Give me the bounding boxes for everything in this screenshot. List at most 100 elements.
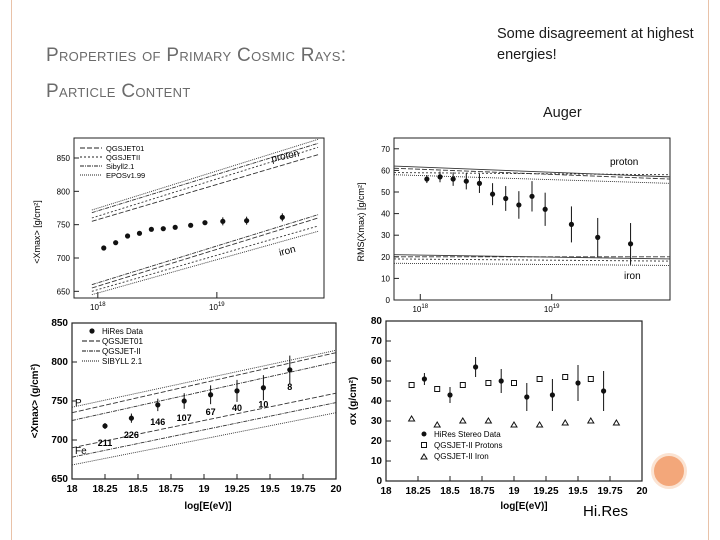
auger-rms-chart: RMS(Xmax) [g/cm²] proton iron 0 10 20 30 40 5… bbox=[356, 137, 671, 314]
y-tick-label: 700 bbox=[51, 435, 68, 446]
y-tick-label: 20 bbox=[371, 436, 383, 447]
y-tick-label: 10 bbox=[381, 274, 390, 283]
disagreement-note: Some disagreement at highest energies! bbox=[497, 26, 694, 63]
x-tick-label: 1019 bbox=[544, 304, 560, 314]
iron-marker bbox=[612, 419, 621, 426]
model-curve bbox=[91, 142, 319, 214]
data-point bbox=[136, 230, 143, 236]
data-point bbox=[516, 202, 522, 208]
event-count-label: 107 bbox=[177, 413, 192, 423]
proton-marker bbox=[536, 376, 543, 382]
data-point bbox=[155, 402, 161, 408]
y-tick-label: 850 bbox=[51, 318, 68, 329]
hires-xmax-panel: <Xmax> (g/cm²) log[E(eV)] HiRes Data QGS… bbox=[28, 315, 343, 515]
x-tick-label: 20 bbox=[330, 484, 342, 495]
y-tick-label: 750 bbox=[57, 221, 71, 230]
data-point bbox=[101, 245, 107, 251]
y-tick-label: 850 bbox=[57, 154, 71, 163]
data-point bbox=[549, 392, 555, 398]
legend-label: Sibyll2.1 bbox=[106, 162, 134, 171]
iron-marker bbox=[561, 419, 570, 426]
x-tick-label: 1018 bbox=[90, 302, 106, 312]
plot-frame bbox=[393, 137, 671, 301]
x-tick-label: 18.75 bbox=[158, 484, 183, 495]
event-count-label: 226 bbox=[124, 430, 139, 440]
y-tick-label: 650 bbox=[57, 287, 71, 296]
y-axis-label: <Xmax> [g/cm²] bbox=[32, 200, 42, 264]
data-point bbox=[148, 226, 154, 232]
legend-label: HiRes Data bbox=[102, 327, 143, 336]
x-tick-label: 18.5 bbox=[128, 484, 148, 495]
y-tick-label: 20 bbox=[381, 253, 390, 262]
legend-label: SIBYLL 2.1 bbox=[102, 357, 143, 366]
legend: HiRes Data QGSJET01 QGSJET-II SIBYLL 2.1 bbox=[82, 327, 143, 366]
y-axis-label: <Xmax> (g/cm²) bbox=[30, 364, 41, 438]
curve-label-proton: P bbox=[75, 398, 82, 409]
y-axis-label: RMS(Xmax) [g/cm²] bbox=[356, 182, 366, 261]
auger-rms-panel: RMS(Xmax) [g/cm²] proton iron 0 10 20 30 40 5… bbox=[354, 132, 674, 315]
hires-xmax-chart: <Xmax> (g/cm²) log[E(eV)] HiRes Data QGS… bbox=[30, 318, 342, 512]
model-curve bbox=[91, 154, 319, 222]
data-point bbox=[208, 392, 214, 398]
x-tick-label: 18.25 bbox=[92, 484, 117, 495]
y-tick-label: 70 bbox=[381, 145, 390, 154]
iron-marker bbox=[484, 417, 493, 424]
x-tick-label: 19.5 bbox=[568, 486, 588, 497]
legend-marker bbox=[421, 431, 427, 437]
data-point bbox=[542, 206, 548, 212]
proton-marker bbox=[434, 386, 441, 392]
model-curve bbox=[91, 138, 319, 211]
data-point bbox=[172, 224, 178, 230]
proton-marker bbox=[459, 382, 466, 388]
model-curve bbox=[393, 167, 671, 180]
iron-marker bbox=[458, 417, 467, 424]
hires-sigma-chart: σx (g/cm²) log[E(eV)] HiRes Stereo Data … bbox=[348, 316, 648, 512]
data-point bbox=[498, 378, 504, 384]
data-point bbox=[202, 220, 208, 226]
data-point bbox=[476, 180, 483, 186]
x-axis-label: log[E(eV)] bbox=[500, 501, 547, 512]
y-tick-label: 650 bbox=[51, 474, 68, 485]
data-point bbox=[463, 178, 469, 184]
data-point bbox=[627, 241, 634, 247]
data-point bbox=[575, 380, 581, 386]
iron-marker bbox=[510, 421, 518, 428]
y-tick-label: 60 bbox=[381, 166, 390, 175]
legend-label: QGSJETII bbox=[106, 153, 140, 162]
x-tick-label: 1018 bbox=[412, 304, 428, 314]
y-tick-label: 30 bbox=[381, 231, 390, 240]
x-tick-label: 1019 bbox=[209, 302, 225, 312]
x-tick-label: 19.25 bbox=[533, 486, 558, 497]
y-tick-label: 60 bbox=[371, 356, 383, 367]
data-point bbox=[234, 388, 240, 394]
y-axis-label: σx (g/cm²) bbox=[348, 377, 359, 426]
event-count-label: 211 bbox=[98, 438, 113, 448]
model-curve bbox=[71, 361, 337, 421]
model-curve bbox=[393, 172, 671, 176]
legend-label: QGSJET01 bbox=[102, 337, 143, 346]
auger-xmax-panel: <Xmax> [g/cm²] QGSJET01 QGSJETII Sibyll2… bbox=[28, 132, 328, 315]
data-point bbox=[287, 367, 293, 373]
y-tick-label: 800 bbox=[57, 187, 71, 196]
x-tick-label: 20 bbox=[636, 486, 648, 497]
y-tick-label: 40 bbox=[381, 210, 390, 219]
iron-marker bbox=[535, 421, 544, 428]
curve-label-iron: iron bbox=[624, 271, 641, 282]
y-tick-label: 700 bbox=[57, 254, 71, 263]
model-curve bbox=[91, 146, 319, 219]
iron-marker bbox=[433, 421, 442, 428]
y-tick-label: 0 bbox=[376, 476, 382, 487]
event-count-label: 67 bbox=[206, 407, 216, 417]
curve-label-proton: proton bbox=[610, 157, 638, 168]
auger-label: Auger bbox=[543, 105, 582, 121]
model-curve bbox=[71, 402, 337, 458]
slide-frame-left bbox=[11, 0, 12, 540]
model-curve bbox=[91, 217, 319, 289]
event-count-label: 146 bbox=[150, 417, 165, 427]
legend: HiRes Stereo Data QGSJET-II Protons QGSJ… bbox=[420, 430, 502, 461]
y-tick-label: 10 bbox=[371, 456, 383, 467]
model-curve bbox=[71, 412, 337, 466]
curve-label-iron: iron bbox=[278, 244, 297, 259]
y-tick-label: 40 bbox=[371, 396, 383, 407]
data-point bbox=[524, 394, 530, 400]
